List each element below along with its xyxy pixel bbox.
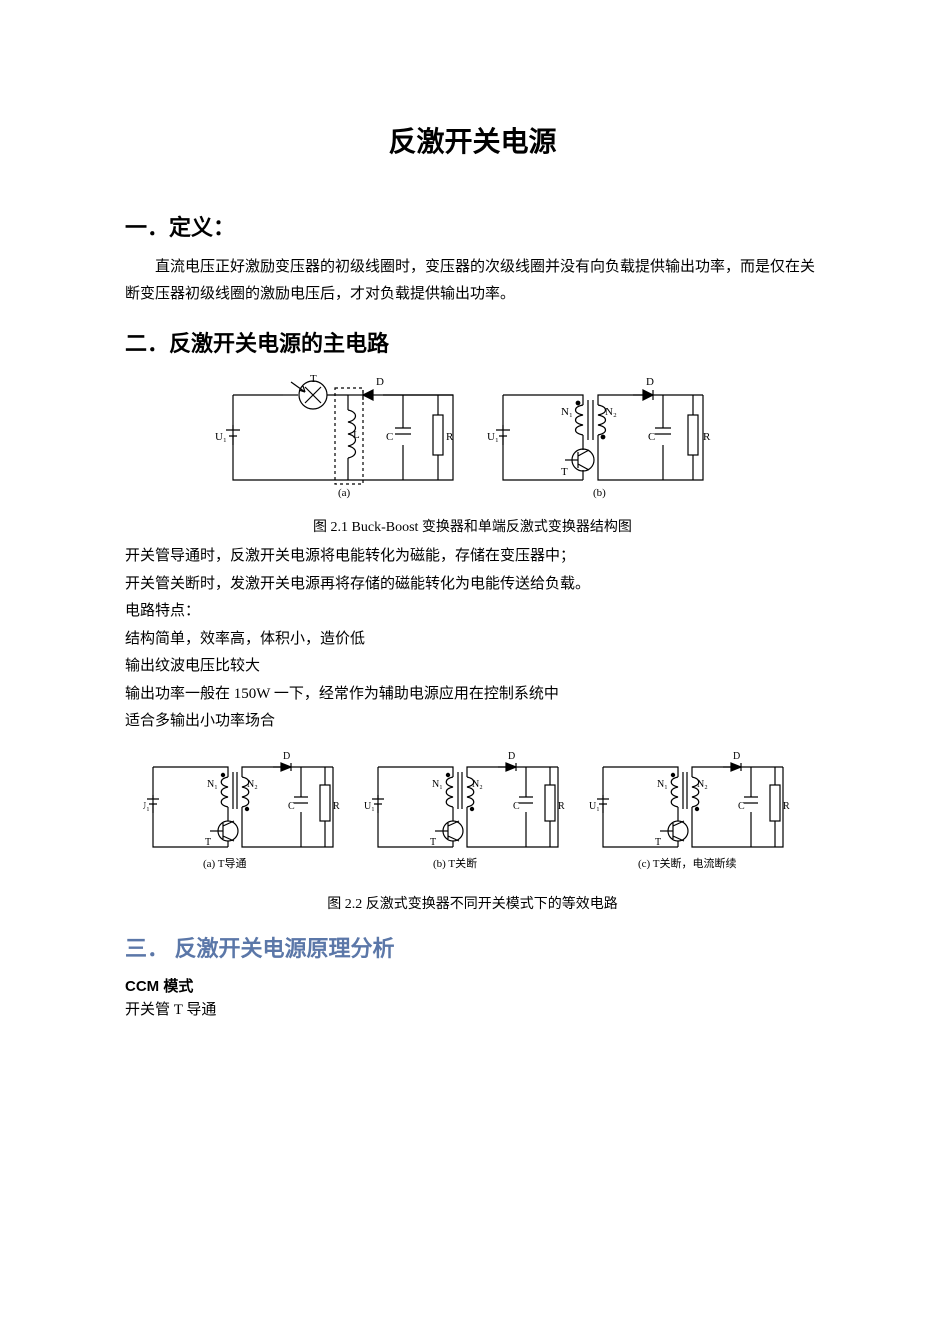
s2-line-4: 输出纹波电压比较大: [125, 654, 820, 680]
fig1b-label-N1: N₁: [561, 406, 573, 418]
fig1-label-U1: U₁: [215, 431, 227, 443]
figure-2-2: D U₁ C R N₁ N₂ T (a) T导通 (b) T关断 (c) T关断…: [125, 747, 820, 913]
ccm-mode-label: CCM 模式: [125, 975, 820, 996]
s2-line-3: 结构简单，效率高，体积小，造价低: [125, 627, 820, 653]
s2-line-2: 电路特点：: [125, 599, 820, 625]
fig2-cap-a: (a) T导通: [203, 857, 246, 870]
fig1-label-a: (a): [338, 487, 351, 499]
page-title: 反激开关电源: [125, 120, 820, 160]
fig1b-label-N2: N₂: [605, 406, 617, 418]
s2-line-0: 开关管导通时，反激开关电源将电能转化为磁能，存储在变压器中；: [125, 544, 820, 570]
fig1b-label-C: C: [648, 431, 655, 443]
fig1-label-C: C: [386, 431, 393, 443]
figure-2-2-caption: 图 2.2 反激式变换器不同开关模式下的等效电路: [125, 893, 820, 913]
fig2-cap-c: (c) T关断，电流断续: [638, 856, 736, 870]
figure-2-1: T D L U₁ C R (a): [125, 370, 820, 536]
s2-line-5: 输出功率一般在 150W 一下，经常作为辅助电源应用在控制系统中: [125, 682, 820, 708]
fig1b-label-T: T: [561, 466, 568, 478]
fig1-label-D: D: [376, 376, 384, 388]
section-2-heading: 二．反激开关电源的主电路: [125, 326, 820, 358]
s2-line-1: 开关管关断时，发激开关电源再将存储的磁能转化为电能传送给负载。: [125, 572, 820, 598]
fig1-label-T: T: [310, 373, 317, 385]
figure-2-1-caption: 图 2.1 Buck-Boost 变换器和单端反激式变换器结构图: [125, 516, 820, 536]
s3-line: 开关管 T 导通: [125, 998, 820, 1024]
section-2-body: 开关管导通时，反激开关电源将电能转化为磁能，存储在变压器中； 开关管关断时，发激…: [125, 544, 820, 735]
fig1-label-R: R: [446, 431, 454, 443]
section-3-heading: 三． 反激开关电源原理分析: [125, 931, 820, 963]
section-1-heading: 一．定义：: [125, 210, 820, 242]
s2-line-6: 适合多输出小功率场合: [125, 709, 820, 735]
fig1-label-b: (b): [593, 487, 606, 499]
fig1b-label-U1: U₁: [487, 431, 499, 443]
fig2-cap-b: (b) T关断: [433, 856, 477, 870]
fig1-label-L: L: [353, 429, 360, 441]
section-1-paragraph: 直流电压正好激励变压器的初级线圈时，变压器的次级线圈并没有向负载提供输出功率，而…: [125, 254, 820, 308]
fig1b-label-D: D: [646, 376, 654, 388]
fig1b-label-R: R: [703, 431, 711, 443]
